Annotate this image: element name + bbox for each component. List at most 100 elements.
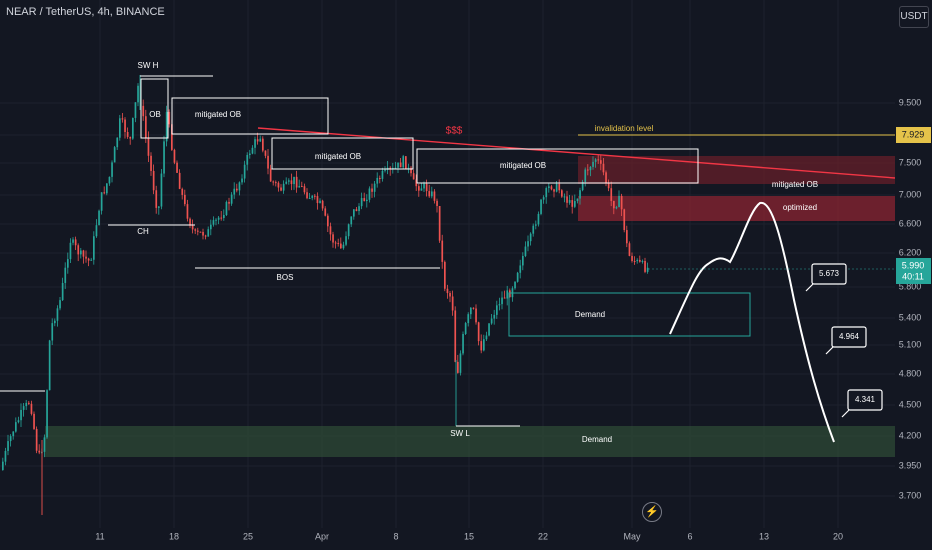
replay-icon[interactable]: ⚡ — [642, 502, 662, 522]
zones — [45, 156, 895, 457]
candle-body — [324, 208, 327, 216]
invalidation-price-label: 7.929 — [902, 129, 925, 139]
candle-body — [25, 402, 28, 407]
candle-body — [537, 213, 540, 225]
candle-body — [142, 105, 145, 117]
target-box — [811, 263, 847, 285]
candle-body — [540, 199, 542, 214]
time-tick-label: Apr — [315, 531, 329, 541]
candle-body — [215, 219, 217, 221]
currency-button[interactable]: USDT — [899, 6, 929, 28]
candle-body — [277, 182, 280, 188]
time-tick-label: 22 — [538, 531, 548, 541]
candle-body — [532, 225, 535, 234]
price-tick-label: 4.200 — [899, 430, 922, 440]
candle-body — [210, 224, 212, 230]
candle-body — [519, 265, 522, 273]
price-tick-label: 5.100 — [899, 339, 922, 349]
candle-body — [251, 147, 254, 154]
label-sw-h: SW H — [138, 61, 159, 70]
candle-body — [90, 259, 93, 261]
candle-body — [522, 255, 524, 266]
candle-body — [641, 260, 644, 262]
candle-body — [124, 119, 126, 132]
candle-body — [558, 183, 561, 191]
candle-body — [639, 259, 641, 262]
candle-body — [285, 181, 288, 184]
candle-body — [420, 188, 423, 191]
candle-body — [592, 161, 594, 167]
candle-body — [623, 209, 626, 231]
candle-body — [87, 258, 90, 261]
time-tick-label: 25 — [243, 531, 253, 541]
candle-body — [509, 290, 511, 298]
target-label: 5.673 — [819, 269, 840, 278]
candle-body — [212, 220, 215, 225]
candle-body — [631, 255, 633, 261]
candle-body — [454, 310, 457, 362]
price-tick-label: 4.500 — [899, 399, 922, 409]
candle-body — [618, 195, 620, 208]
candle-body — [576, 198, 579, 202]
projection-path — [669, 201, 835, 443]
candle-body — [376, 177, 379, 184]
candle-body — [449, 293, 451, 297]
candle-body — [189, 218, 191, 226]
candle-body — [407, 167, 410, 169]
candle-body — [493, 314, 496, 319]
candle-body — [301, 186, 303, 188]
candle-body — [43, 437, 46, 452]
candle-body — [402, 156, 405, 168]
candle-body — [602, 163, 605, 173]
candle-body — [100, 192, 103, 211]
candle-body — [636, 259, 639, 262]
candle-body — [501, 297, 503, 305]
current-price-tag — [896, 258, 931, 284]
candle-body — [54, 320, 56, 324]
candle-body — [381, 170, 384, 179]
time-tick-label: 8 — [393, 531, 398, 541]
candle-body — [111, 162, 113, 177]
mitigated-ob-box-2 — [271, 137, 414, 170]
annotation-labels: SW H OB CH BOS mitigated OB mitigated OB mitig… — [137, 61, 883, 444]
candle-body — [108, 176, 111, 184]
trendline — [257, 127, 896, 179]
candle-body — [633, 260, 636, 262]
candle-body — [542, 197, 545, 200]
candle-body — [438, 205, 441, 241]
candle-body — [568, 200, 571, 203]
candle-body — [246, 154, 249, 165]
candle-body — [207, 229, 210, 237]
candle-body — [316, 196, 319, 203]
candle-body — [230, 194, 233, 204]
candle-body — [15, 422, 17, 432]
candle-body — [116, 137, 119, 148]
candle-body — [228, 201, 230, 204]
candle-body — [223, 215, 225, 218]
candle-body — [256, 139, 259, 142]
candle-body — [2, 461, 4, 470]
candle-body — [360, 198, 363, 207]
candle-body — [488, 323, 490, 336]
candle-body — [137, 85, 139, 103]
price-tick-label: 7.000 — [899, 189, 922, 199]
candle-body — [472, 307, 475, 309]
candle-body — [366, 199, 368, 202]
candle-body — [160, 173, 163, 207]
candle-body — [7, 441, 9, 451]
target-label: 4.341 — [855, 395, 876, 404]
candle-body — [615, 207, 618, 209]
mitigated-ob-zone — [578, 156, 895, 184]
candle-body — [178, 172, 181, 189]
candle-body — [358, 206, 360, 212]
candle-body — [418, 186, 420, 191]
price-axis[interactable]: 9.5008.5007.5007.0006.6006.2005.8005.400… — [895, 0, 932, 550]
candle-body — [163, 141, 165, 174]
candle-body — [451, 296, 454, 311]
label-mitigated-ob-2: mitigated OB — [315, 152, 361, 161]
candle-body — [337, 243, 340, 245]
candle-body — [397, 162, 399, 168]
candle-body — [38, 450, 41, 453]
candle-body — [563, 196, 566, 198]
